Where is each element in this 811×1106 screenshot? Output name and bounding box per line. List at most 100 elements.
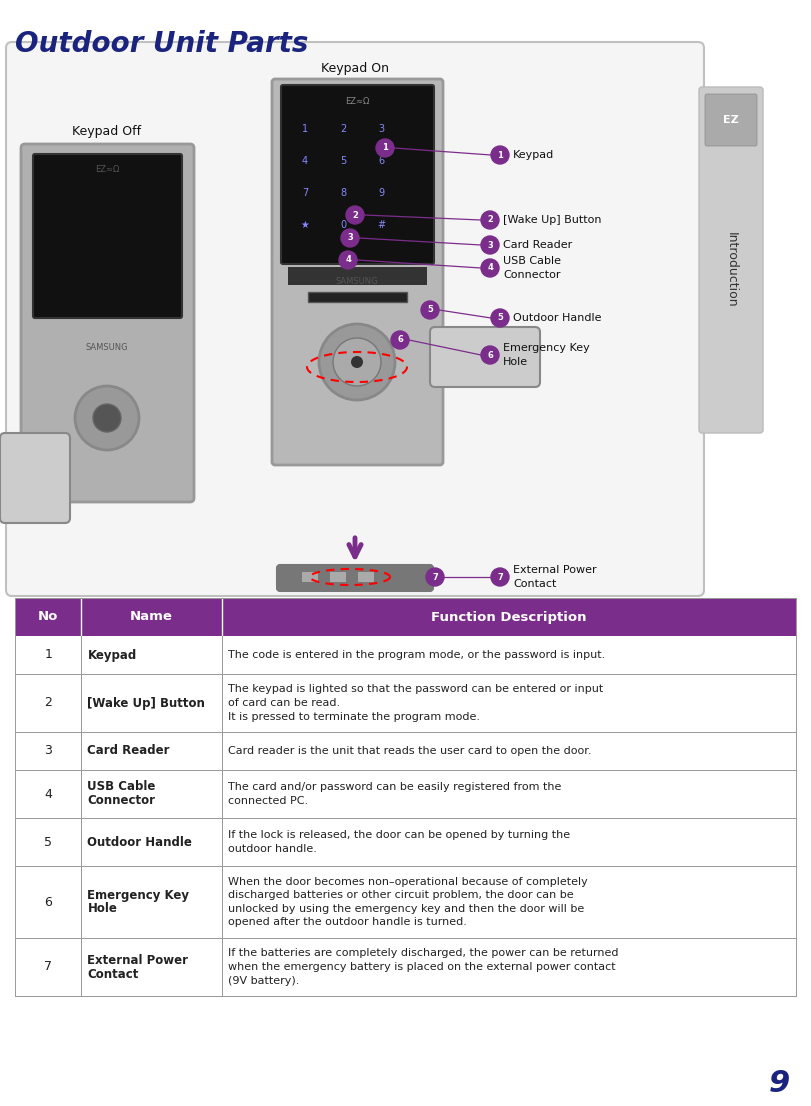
Text: 6: 6 — [487, 351, 493, 359]
Text: EZ≈Ω: EZ≈Ω — [95, 166, 119, 175]
Text: When the door becomes non–operational because of completely: When the door becomes non–operational be… — [228, 877, 588, 887]
Text: of card can be read.: of card can be read. — [228, 698, 340, 708]
Text: [Wake Up] Button: [Wake Up] Button — [88, 697, 205, 710]
Bar — [15, 636, 796, 674]
Text: Card Reader: Card Reader — [503, 240, 573, 250]
Text: External Power: External Power — [88, 953, 188, 967]
FancyBboxPatch shape — [33, 154, 182, 319]
Circle shape — [426, 568, 444, 586]
FancyBboxPatch shape — [281, 85, 434, 264]
Text: Outdoor Handle: Outdoor Handle — [88, 835, 192, 848]
Bar — [308, 292, 407, 302]
Text: 7: 7 — [497, 573, 503, 582]
Text: Keypad Off: Keypad Off — [72, 125, 142, 138]
Text: It is pressed to terminate the program mode.: It is pressed to terminate the program m… — [228, 711, 480, 721]
Text: External Power: External Power — [513, 565, 597, 575]
Text: 2: 2 — [352, 210, 358, 219]
Circle shape — [75, 386, 139, 450]
Text: 4: 4 — [45, 787, 52, 801]
Text: If the batteries are completely discharged, the power can be returned: If the batteries are completely discharg… — [228, 949, 619, 959]
Circle shape — [481, 211, 499, 229]
Circle shape — [481, 236, 499, 254]
Text: 6: 6 — [397, 335, 403, 344]
Text: 5: 5 — [497, 313, 503, 323]
Text: The code is entered in the program mode, or the password is input.: The code is entered in the program mode,… — [228, 650, 605, 660]
Bar — [302, 572, 318, 582]
Text: unlocked by using the emergency key and then the door will be: unlocked by using the emergency key and … — [228, 904, 584, 914]
Circle shape — [491, 568, 509, 586]
Circle shape — [339, 251, 357, 269]
Text: 5: 5 — [44, 835, 52, 848]
Text: 3: 3 — [378, 124, 384, 134]
Text: 2: 2 — [340, 124, 346, 134]
Circle shape — [421, 301, 439, 319]
FancyBboxPatch shape — [705, 94, 757, 146]
FancyBboxPatch shape — [430, 327, 540, 387]
Text: 1: 1 — [382, 144, 388, 153]
FancyBboxPatch shape — [699, 87, 763, 434]
Bar — [15, 598, 796, 636]
Text: ★: ★ — [301, 220, 309, 230]
Text: 3: 3 — [45, 744, 52, 758]
Text: Keypad: Keypad — [88, 648, 136, 661]
Bar — [15, 938, 796, 997]
Text: opened after the outdoor handle is turned.: opened after the outdoor handle is turne… — [228, 917, 467, 927]
Text: 9: 9 — [769, 1070, 790, 1098]
Text: 4: 4 — [487, 263, 493, 272]
Circle shape — [391, 331, 409, 349]
Bar — [15, 770, 796, 818]
Text: Name: Name — [131, 611, 173, 624]
Text: USB Cable: USB Cable — [503, 255, 561, 267]
Circle shape — [481, 346, 499, 364]
Text: 1: 1 — [45, 648, 52, 661]
Text: SAMSUNG: SAMSUNG — [86, 344, 128, 353]
Text: Contact: Contact — [513, 580, 556, 589]
Text: EZ: EZ — [723, 115, 739, 125]
Text: outdoor handle.: outdoor handle. — [228, 844, 317, 854]
Text: 7: 7 — [44, 960, 52, 973]
Text: 3: 3 — [347, 233, 353, 242]
Text: #: # — [377, 220, 385, 230]
Text: Contact: Contact — [88, 968, 139, 981]
Bar — [288, 267, 427, 285]
Text: 6: 6 — [378, 156, 384, 166]
Text: Connector: Connector — [503, 270, 560, 280]
Text: 4: 4 — [345, 255, 351, 264]
Text: 1: 1 — [497, 150, 503, 159]
FancyBboxPatch shape — [6, 42, 704, 596]
Circle shape — [491, 146, 509, 164]
Text: (9V battery).: (9V battery). — [228, 975, 299, 985]
Bar — [15, 866, 796, 938]
FancyBboxPatch shape — [277, 565, 433, 591]
Text: 2: 2 — [45, 697, 52, 710]
Text: Hole: Hole — [503, 357, 528, 367]
FancyBboxPatch shape — [272, 79, 443, 465]
Text: If the lock is released, the door can be opened by turning the: If the lock is released, the door can be… — [228, 831, 570, 841]
Text: EZ≈Ω: EZ≈Ω — [345, 97, 369, 106]
Bar — [15, 818, 796, 866]
Text: The card and/or password can be easily registered from the: The card and/or password can be easily r… — [228, 782, 561, 792]
Text: 1: 1 — [302, 124, 308, 134]
Text: Card reader is the unit that reads the user card to open the door.: Card reader is the unit that reads the u… — [228, 747, 591, 757]
Text: 0: 0 — [340, 220, 346, 230]
Text: USB Cable: USB Cable — [88, 781, 156, 793]
Bar — [330, 572, 346, 582]
Text: Emergency Key: Emergency Key — [503, 343, 590, 353]
Circle shape — [341, 229, 359, 247]
Circle shape — [346, 206, 364, 225]
FancyBboxPatch shape — [0, 434, 70, 523]
Text: Keypad On: Keypad On — [321, 62, 389, 75]
Text: 7: 7 — [432, 573, 438, 582]
Text: No: No — [38, 611, 58, 624]
Text: The keypad is lighted so that the password can be entered or input: The keypad is lighted so that the passwo… — [228, 685, 603, 695]
Text: 4: 4 — [302, 156, 308, 166]
Text: Outdoor Unit Parts: Outdoor Unit Parts — [15, 30, 308, 58]
Circle shape — [351, 356, 363, 368]
Text: Function Description: Function Description — [431, 611, 586, 624]
Text: 5: 5 — [340, 156, 346, 166]
Circle shape — [491, 309, 509, 327]
Text: 6: 6 — [45, 896, 52, 908]
Text: Introduction: Introduction — [724, 232, 737, 307]
Text: Hole: Hole — [88, 902, 118, 916]
Text: 7: 7 — [302, 188, 308, 198]
